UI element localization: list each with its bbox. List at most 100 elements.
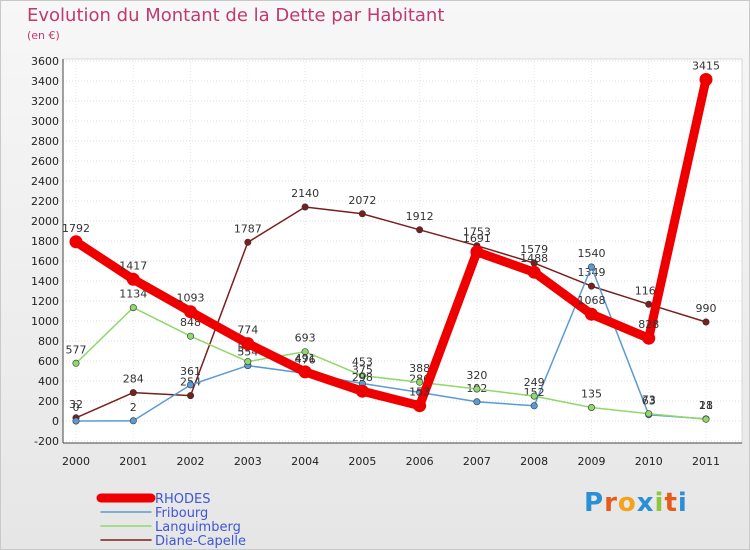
x-tick-label: 2000 xyxy=(62,455,90,468)
series-line-languimberg xyxy=(75,306,707,420)
logo-letter: o xyxy=(617,488,637,518)
data-label: 491 xyxy=(295,352,316,365)
data-point xyxy=(699,73,713,86)
data-point xyxy=(301,203,309,211)
data-label: 361 xyxy=(180,365,201,378)
y-tick-label: 200 xyxy=(38,395,59,408)
logo-letter: x xyxy=(636,488,655,518)
x-tick-label: 2001 xyxy=(119,455,147,468)
data-label: 476 xyxy=(295,353,316,366)
y-tick-label: 800 xyxy=(38,335,59,348)
data-point xyxy=(69,235,83,249)
chart-title: Evolution du Montant de la Dette par Hab… xyxy=(27,5,445,26)
logo-letter: P xyxy=(584,488,605,518)
x-tick-label: 2010 xyxy=(635,455,663,468)
data-point xyxy=(416,226,424,234)
data-label: 1417 xyxy=(119,259,147,272)
data-label: 453 xyxy=(352,356,373,369)
series-line-fribourg xyxy=(75,266,707,422)
data-label: 1540 xyxy=(577,247,605,260)
data-point xyxy=(301,348,309,356)
logo-letter: i xyxy=(654,488,665,518)
data-label: 1068 xyxy=(577,294,605,307)
data-point xyxy=(187,381,195,389)
data-label: 249 xyxy=(524,376,545,389)
logo-letter: r xyxy=(604,488,618,518)
data-point xyxy=(358,372,366,380)
data-label: 320 xyxy=(466,369,487,382)
data-label: 73 xyxy=(642,394,656,407)
x-tick-label: 2008 xyxy=(520,455,548,468)
legend-label: RHODES xyxy=(155,492,211,507)
data-point xyxy=(587,263,595,271)
data-label: 1912 xyxy=(406,210,434,223)
data-point xyxy=(584,307,598,321)
data-point xyxy=(530,402,538,410)
y-tick-label: 400 xyxy=(38,375,59,388)
data-label: 21 xyxy=(699,399,713,412)
x-tick-label: 2006 xyxy=(406,455,434,468)
data-label: 388 xyxy=(409,362,430,375)
data-point xyxy=(129,304,137,312)
data-label: 1349 xyxy=(577,266,605,279)
data-label: 1787 xyxy=(234,222,262,235)
y-tick-label: 2200 xyxy=(31,195,59,208)
y-tick-label: 2800 xyxy=(31,135,59,148)
data-label: 284 xyxy=(123,373,144,386)
data-point xyxy=(355,384,369,398)
data-point xyxy=(72,417,80,425)
data-label: 32 xyxy=(69,398,83,411)
legend-label: Languimberg xyxy=(155,520,241,535)
y-tick-label: 3600 xyxy=(31,55,59,68)
y-tick-label: 1800 xyxy=(31,235,59,248)
data-label: 153 xyxy=(409,386,430,399)
data-label: 693 xyxy=(295,332,316,345)
data-label: 1134 xyxy=(119,288,147,301)
y-tick-label: 2000 xyxy=(31,215,59,228)
data-point xyxy=(298,365,312,379)
y-tick-label: 3200 xyxy=(31,95,59,108)
data-point xyxy=(244,358,252,366)
data-point xyxy=(530,392,538,400)
data-label: 2 xyxy=(130,401,137,414)
data-label: 298 xyxy=(352,371,373,384)
data-label: 2072 xyxy=(348,194,376,207)
data-point xyxy=(187,392,195,400)
data-label: 1753 xyxy=(463,226,491,239)
data-point xyxy=(473,385,481,393)
data-point xyxy=(702,318,710,326)
data-point xyxy=(416,378,424,386)
data-point xyxy=(702,415,710,423)
y-tick-label: 1200 xyxy=(31,295,59,308)
data-label: 828 xyxy=(638,318,659,331)
data-label: 0 xyxy=(73,401,80,414)
data-point xyxy=(587,403,595,411)
data-label: 2140 xyxy=(291,187,319,200)
x-tick-label: 2005 xyxy=(348,455,376,468)
series-line-rhodes xyxy=(71,75,711,411)
legend-label: Fribourg xyxy=(155,506,208,521)
x-tick-label: 2002 xyxy=(177,455,205,468)
data-label: 3415 xyxy=(692,60,720,73)
y-tick-label: 1400 xyxy=(31,275,59,288)
data-point xyxy=(527,265,541,279)
proxiti-logo: Proxiti xyxy=(584,488,688,518)
data-point xyxy=(241,337,255,351)
data-label: 1488 xyxy=(520,252,548,265)
data-point xyxy=(244,238,252,246)
data-label: 1093 xyxy=(177,292,205,305)
data-label: 1691 xyxy=(463,232,491,245)
data-label: 1579 xyxy=(520,243,548,256)
data-label: 577 xyxy=(66,343,87,356)
data-point xyxy=(645,300,653,308)
data-point xyxy=(184,305,198,319)
y-tick-label: 1000 xyxy=(31,315,59,328)
data-point xyxy=(470,245,484,259)
logo-letter: i xyxy=(677,488,688,518)
data-point xyxy=(645,410,653,418)
data-label: 63 xyxy=(642,395,656,408)
y-tick-label: 1600 xyxy=(31,255,59,268)
data-label: 135 xyxy=(581,388,602,401)
